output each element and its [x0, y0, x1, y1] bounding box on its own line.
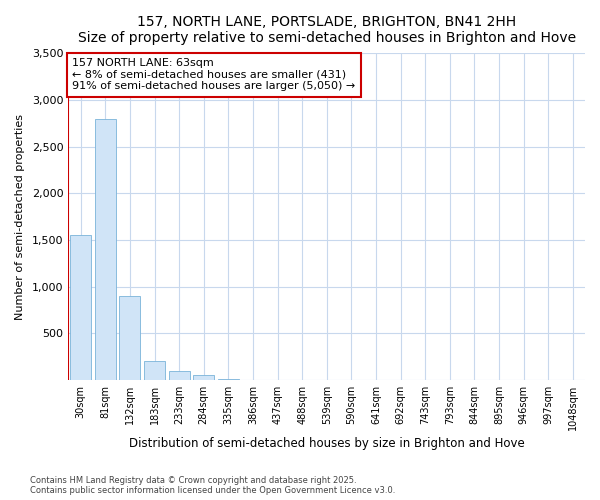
Bar	[169, 370, 190, 380]
Text: 157 NORTH LANE: 63sqm
← 8% of semi-detached houses are smaller (431)
91% of semi: 157 NORTH LANE: 63sqm ← 8% of semi-detac…	[72, 58, 355, 92]
Bar	[119, 296, 140, 380]
Bar	[193, 376, 214, 380]
Bar	[95, 118, 116, 380]
Y-axis label: Number of semi-detached properties: Number of semi-detached properties	[15, 114, 25, 320]
Text: Contains HM Land Registry data © Crown copyright and database right 2025.
Contai: Contains HM Land Registry data © Crown c…	[30, 476, 395, 495]
X-axis label: Distribution of semi-detached houses by size in Brighton and Hove: Distribution of semi-detached houses by …	[129, 437, 524, 450]
Bar	[144, 362, 165, 380]
Title: 157, NORTH LANE, PORTSLADE, BRIGHTON, BN41 2HH
Size of property relative to semi: 157, NORTH LANE, PORTSLADE, BRIGHTON, BN…	[77, 15, 576, 45]
Bar	[70, 236, 91, 380]
